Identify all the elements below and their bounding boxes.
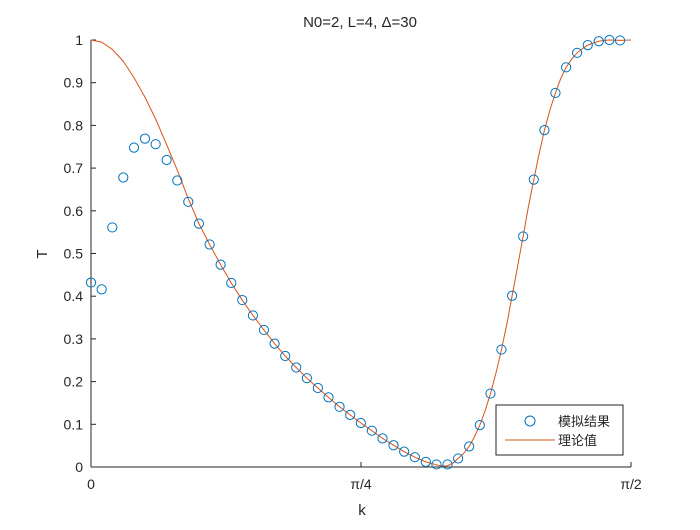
scatter-point [280,350,291,362]
scatter-point [345,409,356,421]
scatter-point [269,338,280,349]
legend-box [495,404,624,456]
scatter-point [128,142,140,153]
legend-label-line: 理论值 [558,433,597,448]
scatter-point [312,382,323,394]
scatter-point [377,433,388,444]
scatter-point [614,35,626,46]
scatter-point [366,425,377,436]
theory-curve [90,39,632,467]
scatter-point [161,154,172,166]
scatter-point [399,446,410,457]
scatter-point [107,222,118,233]
scatter-point [582,40,593,51]
scatter-point [453,453,464,464]
legend-scatter-marker [524,415,536,427]
y-tick-label: 0.7 [64,160,84,176]
scatter-point [507,290,518,301]
scatter-point [485,388,496,399]
chart-title: N0=2, L=4, Δ=30 [303,14,417,31]
scatter-point [572,47,583,58]
scatter-point [323,392,334,403]
scatter-point [193,218,205,229]
x-tick-label: π/2 [620,476,642,492]
scatter-point [528,174,539,185]
scatter-point [561,62,572,73]
scatter-point [226,277,237,289]
y-tick-label: 0.3 [64,331,84,347]
scatter-point [550,87,561,99]
scatter-point [172,175,183,186]
scatter-point [301,373,312,384]
scatter-point [442,459,453,470]
scatter-point [204,239,215,250]
scatter-point [431,459,442,470]
y-tick-label: 0.2 [64,374,84,390]
scatter-point [420,456,431,467]
scatter-point [183,196,194,207]
scatter-point [474,420,485,431]
scatter-point [464,441,475,452]
y-tick-label: 0.9 [64,75,84,91]
y-tick-label: 0 [75,459,83,475]
scatter-point [604,34,615,46]
y-axis-label: T [34,249,51,258]
x-tick-label: 0 [87,476,95,492]
scatter-point [150,139,161,150]
legend: 模拟结果 理论值 [495,404,624,456]
y-tick-label: 0.5 [64,246,84,262]
y-tick-label: 1 [75,32,83,48]
scatter-point [518,231,529,242]
scatter-point [409,452,420,463]
scatter-point [85,277,97,288]
scatter-point [139,133,151,144]
scatter-point [215,259,226,270]
x-axis-label: k [358,502,366,519]
scatter-point [118,172,129,183]
scatter-point [247,310,259,321]
scatter-point [355,417,366,429]
y-tick-label: 0.6 [64,203,84,219]
y-tick-label: 0.4 [64,288,84,304]
y-tick-label: 0.8 [64,117,84,133]
scatter-point [96,284,107,295]
scatter-point [258,324,270,336]
scatter-point [291,362,302,373]
scatter-point [334,401,345,412]
legend-label-scatter: 模拟结果 [558,414,610,429]
y-tick-label: 0.1 [64,416,84,432]
scatter-point [237,294,248,306]
scatter-point [388,440,399,451]
scatter-point [593,36,604,47]
scatter-point [539,125,550,136]
scatter-point [496,344,507,355]
plot-area: 0 π/4 π/2 0 0.1 0.2 0.3 0.4 0.5 0.6 0.7 0.8 0.9 1 [64,32,642,492]
x-tick-label: π/4 [350,476,372,492]
